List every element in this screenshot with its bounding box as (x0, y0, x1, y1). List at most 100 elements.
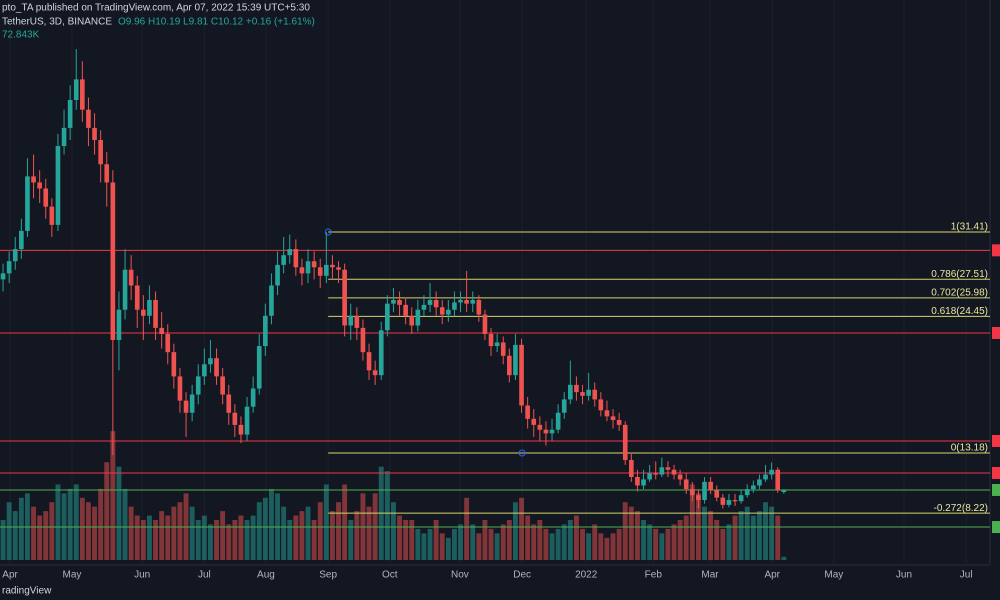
candle-body (104, 164, 110, 183)
volume-bar (512, 502, 518, 560)
x-tick-label: May (63, 570, 82, 581)
candle-body (293, 249, 299, 268)
volume-bar (519, 497, 524, 560)
candle-body (134, 285, 140, 310)
candle-body (287, 249, 293, 256)
candle-body (49, 206, 55, 225)
volume-bar (366, 506, 372, 560)
candle-body (665, 467, 671, 470)
candle-body (592, 389, 598, 400)
candle-body (110, 182, 116, 341)
candle-body (232, 412, 238, 425)
volume-bar (433, 520, 439, 560)
volume-bar (6, 502, 12, 560)
volume-bar (628, 506, 634, 560)
x-tick-label: Jun (134, 570, 150, 581)
volume-bar (604, 537, 610, 560)
candle-body (311, 261, 317, 268)
candle-body (726, 500, 732, 505)
candle-body (720, 497, 726, 505)
volume-bar (98, 488, 104, 560)
candle-body (500, 342, 506, 356)
volume-bar (171, 506, 177, 560)
volume-bar (464, 497, 470, 560)
volume-bar (55, 484, 61, 560)
volume-bar (86, 502, 91, 560)
x-tick-label: Jul (960, 570, 973, 581)
candle-body (470, 300, 476, 304)
fib-label: 0.702(25.98) (931, 287, 988, 298)
candle-body (220, 376, 225, 395)
volume-bar (476, 533, 482, 560)
volume-bar (73, 484, 79, 560)
volume-bar (781, 556, 787, 560)
volume-bar (750, 515, 756, 560)
volume-bar (702, 506, 707, 560)
x-tick-label: Feb (645, 570, 663, 581)
candle-body (708, 481, 713, 491)
candle-body (147, 300, 152, 316)
candle-body (714, 490, 720, 498)
candle-body (452, 302, 457, 310)
fib-label: 0.786(27.51) (931, 269, 988, 280)
volume-bar (104, 462, 110, 560)
volume-bar (647, 524, 653, 560)
fib-anchor (324, 228, 332, 236)
volume-bar (653, 528, 659, 560)
candle-body (92, 127, 97, 141)
candle-body (568, 384, 573, 400)
price-label-box (992, 244, 1000, 257)
publisher-line: pto_TA published on TradingView.com, Apr… (2, 3, 310, 14)
candle-body (165, 333, 171, 353)
x-tick-label: Apr (2, 570, 18, 581)
price-label-box (992, 434, 1000, 447)
volume-bar (567, 520, 573, 560)
candle-body (702, 481, 707, 501)
volume-bar (244, 520, 250, 560)
candle-body (683, 479, 689, 490)
candle-body (0, 273, 6, 280)
candle-body (531, 418, 537, 425)
volume-bar (744, 506, 750, 560)
candle-body (269, 285, 274, 316)
volume-bar (220, 511, 226, 560)
candle-body (244, 406, 250, 435)
candle-body (397, 300, 402, 305)
volume-bar (12, 511, 18, 560)
candle-body (189, 394, 195, 413)
candle-body (494, 342, 500, 347)
volume-bar (348, 520, 354, 560)
volume-bar (37, 515, 43, 560)
volume-bar (500, 524, 506, 560)
candle-body (31, 176, 36, 183)
candle-body (391, 300, 396, 304)
candle-body (86, 109, 91, 128)
volume-bar (451, 528, 457, 560)
volume-bar (714, 520, 720, 560)
candle-body (769, 469, 774, 475)
candle-body (183, 400, 189, 413)
volume-bar (445, 537, 451, 560)
candle-body (622, 424, 628, 461)
volume-bar (317, 502, 323, 560)
candle-body (635, 476, 640, 486)
candle-body (549, 429, 555, 434)
candle-body (458, 300, 463, 303)
volume-bar (92, 506, 97, 560)
volume-bar (525, 515, 531, 560)
candle-body (403, 304, 408, 316)
candle-body (250, 388, 256, 407)
candle-body (208, 358, 213, 365)
fib-label: 1(31.41) (951, 222, 988, 233)
x-tick-label: Oct (382, 570, 398, 581)
candle-body (476, 300, 482, 315)
candle-body (775, 469, 781, 491)
candle-body (537, 424, 543, 430)
candle-body (128, 269, 134, 286)
candle-body (427, 300, 433, 305)
volume-bar (177, 502, 183, 560)
volume-bar (311, 520, 317, 560)
volume-bar (122, 488, 128, 560)
volume-bar (622, 502, 628, 560)
